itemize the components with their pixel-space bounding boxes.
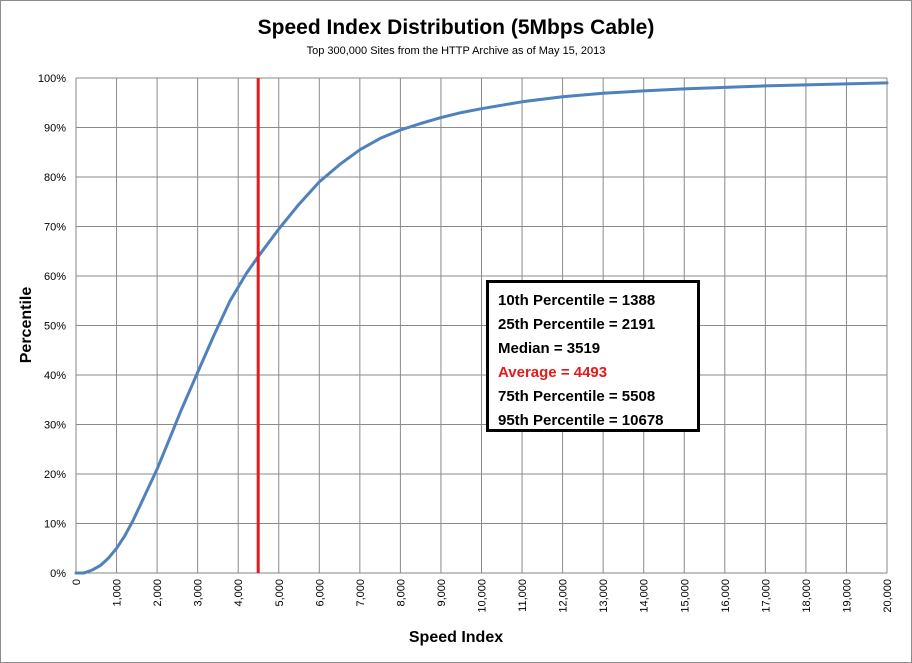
y-tick-label: 90%	[44, 123, 66, 135]
y-tick-label: 30%	[44, 420, 66, 432]
x-axis-label: Speed Index	[408, 629, 504, 646]
chart-subtitle: Top 300,000 Sites from the HTTP Archive …	[306, 45, 606, 57]
y-tick-label: 40%	[44, 370, 66, 382]
x-tick-label: 5,000	[274, 579, 286, 607]
x-tick-label: 6,000	[314, 579, 326, 607]
x-tick-label: 14,000	[639, 579, 651, 613]
stats-box: 10th Percentile = 1388 25th Percentile =…	[486, 280, 700, 432]
x-tick-label: 2,000	[152, 579, 164, 607]
stat-25th-percentile: 25th Percentile = 2191	[498, 316, 656, 333]
x-tick-label: 8,000	[395, 579, 407, 607]
x-tick-label: 16,000	[720, 579, 732, 613]
x-tick-label: 12,000	[558, 579, 570, 613]
stat-average: Average = 4493	[498, 364, 608, 381]
stat-95th-percentile: 95th Percentile = 10678	[498, 412, 664, 429]
series-line	[74, 81, 889, 575]
y-tick-label: 20%	[44, 469, 66, 481]
x-tick-label: 20,000	[882, 579, 894, 613]
stat-10th-percentile: 10th Percentile = 1388	[498, 292, 656, 309]
y-tick-label: 100%	[38, 73, 66, 85]
stat-75th-percentile: 75th Percentile = 5508	[498, 388, 656, 405]
y-tick-label: 60%	[44, 271, 66, 283]
y-tick-label: 80%	[44, 172, 66, 184]
chart-title: Speed Index Distribution (5Mbps Cable)	[257, 16, 655, 39]
x-tick-label: 9,000	[436, 579, 448, 607]
x-tick-label: 15,000	[679, 579, 691, 613]
x-tick-label: 13,000	[598, 579, 610, 613]
x-tick-label: 0	[71, 579, 83, 585]
y-tick-label: 10%	[44, 519, 66, 531]
x-tick-label: 11,000	[517, 579, 529, 612]
y-tick-label: 0%	[50, 568, 66, 580]
y-tick-label: 50%	[44, 321, 66, 333]
x-tick-label: 7,000	[355, 579, 367, 607]
x-tick-label: 3,000	[193, 579, 205, 607]
x-tick-label: 18,000	[801, 579, 813, 613]
x-tick-label: 19,000	[841, 579, 853, 613]
x-tick-label: 17,000	[760, 579, 772, 613]
x-tick-label: 1,000	[112, 579, 124, 607]
x-tick-label: 4,000	[233, 579, 245, 607]
stat-median: Median = 3519	[498, 340, 601, 357]
x-tick-label: 10,000	[477, 579, 489, 613]
y-tick-label: 70%	[44, 222, 66, 234]
